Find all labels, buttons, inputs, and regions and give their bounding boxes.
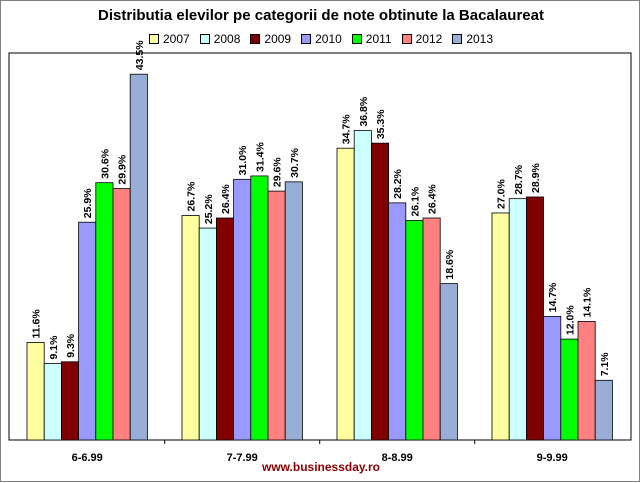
data-label-2013-6-6.99: 43.5%: [134, 40, 146, 70]
data-label-2007-6-6.99: 11.6%: [31, 309, 43, 339]
data-label-2012-6-6.99: 29.9%: [117, 154, 129, 184]
legend-label-2012: 2012: [415, 32, 443, 46]
bar-2012-7-7.99: [267, 190, 286, 441]
bar-2007-9-9.99: [491, 212, 510, 441]
legend-item-2007: 2007: [148, 32, 190, 46]
data-label-2009-7-7.99: 26.4%: [220, 184, 232, 214]
chart-title: Distributia elevilor pe categorii de not…: [98, 7, 544, 24]
legend-label-2010: 2010: [315, 32, 342, 46]
legend-swatch-2012: [401, 34, 412, 44]
bar-2013-7-7.99: [284, 181, 303, 441]
data-label-2010-8-8.99: 28.2%: [392, 168, 404, 198]
bar-2009-6-6.99: [61, 361, 80, 441]
data-label-2010-7-7.99: 31.0%: [237, 145, 249, 175]
data-label-2008-7-7.99: 25.2%: [203, 194, 215, 224]
legend-swatch-2013: [452, 34, 463, 44]
bar-2009-9-9.99: [526, 196, 545, 441]
legend-swatch-2011: [351, 34, 362, 44]
data-label-2010-9-9.99: 14.7%: [547, 282, 559, 312]
legend-item-2008: 2008: [199, 32, 241, 46]
legend: 2007 2008 2009 2010 2011 2012 2013: [1, 32, 640, 46]
legend-label-2009: 2009: [264, 32, 292, 46]
legend-label-2007: 2007: [162, 32, 190, 46]
data-label-2013-9-9.99: 7.1%: [599, 352, 611, 377]
legend-item-2012: 2012: [401, 32, 443, 46]
data-label-2008-6-6.99: 9.1%: [48, 335, 60, 360]
legend-label-2011: 2011: [365, 32, 392, 46]
bar-2010-6-6.99: [78, 221, 97, 441]
legend-item-2013: 2013: [452, 32, 493, 46]
data-label-2011-9-9.99: 12.0%: [564, 305, 576, 335]
bar-2007-6-6.99: [26, 342, 45, 441]
legend-swatch-2010: [301, 34, 312, 44]
bar-2009-7-7.99: [215, 217, 234, 441]
bar-2008-8-8.99: [353, 130, 372, 441]
legend-item-2010: 2010: [301, 32, 342, 46]
data-label-2008-8-8.99: 36.8%: [358, 96, 370, 126]
data-label-2007-8-8.99: 34.7%: [341, 114, 353, 144]
bar-2010-7-7.99: [233, 178, 252, 441]
bar-2012-6-6.99: [112, 188, 131, 441]
bar-2012-8-8.99: [422, 217, 441, 441]
footer-source: www.businessday.ro: [261, 460, 381, 474]
bar-2012-9-9.99: [577, 321, 596, 441]
bar-2011-8-8.99: [405, 220, 424, 441]
legend-swatch-2007: [148, 34, 159, 44]
data-label-2010-6-6.99: 25.9%: [82, 188, 94, 218]
data-label-2011-8-8.99: 26.1%: [409, 186, 421, 216]
legend-label-2008: 2008: [213, 32, 241, 46]
bar-2007-7-7.99: [181, 215, 200, 441]
bar-2013-6-6.99: [129, 73, 148, 441]
bar-2008-6-6.99: [43, 363, 62, 441]
bar-2010-8-8.99: [388, 202, 407, 441]
legend-item-2011: 2011: [351, 32, 392, 46]
category-label-8-8.99: 8-8.99: [382, 452, 413, 464]
category-label-7-7.99: 7-7.99: [227, 452, 258, 464]
data-label-2012-7-7.99: 29.6%: [272, 157, 284, 187]
legend-swatch-2008: [199, 34, 210, 44]
data-label-2012-9-9.99: 14.1%: [582, 287, 594, 317]
data-label-2007-9-9.99: 27.0%: [496, 179, 508, 209]
bar-2010-9-9.99: [543, 315, 562, 441]
data-label-2009-9-9.99: 28.9%: [530, 163, 542, 193]
bar-2007-8-8.99: [336, 147, 355, 441]
data-label-2008-9-9.99: 28.7%: [513, 164, 525, 194]
data-label-2012-8-8.99: 26.4%: [427, 184, 439, 214]
bar-2011-6-6.99: [95, 182, 114, 441]
bar-2011-9-9.99: [560, 338, 579, 441]
bar-2009-8-8.99: [370, 142, 389, 441]
bar-2013-8-8.99: [439, 283, 458, 441]
data-label-2011-6-6.99: 30.6%: [99, 148, 111, 178]
bar-2008-7-7.99: [198, 227, 217, 441]
legend-swatch-2009: [250, 34, 261, 44]
data-label-2013-8-8.99: 18.6%: [444, 249, 456, 279]
bar-2013-9-9.99: [594, 379, 613, 441]
legend-label-2013: 2013: [466, 32, 494, 46]
category-label-9-9.99: 9-9.99: [537, 452, 568, 464]
data-label-2009-6-6.99: 9.3%: [65, 333, 77, 358]
legend-item-2009: 2009: [250, 32, 291, 46]
data-label-2009-8-8.99: 35.3%: [375, 109, 387, 139]
bar-2008-9-9.99: [508, 198, 527, 441]
bar-2011-7-7.99: [250, 175, 269, 441]
data-label-2007-7-7.99: 26.7%: [186, 181, 198, 211]
category-label-6-6.99: 6-6.99: [72, 452, 103, 464]
data-label-2011-7-7.99: 31.4%: [254, 142, 266, 172]
data-label-2013-7-7.99: 30.7%: [289, 147, 301, 177]
